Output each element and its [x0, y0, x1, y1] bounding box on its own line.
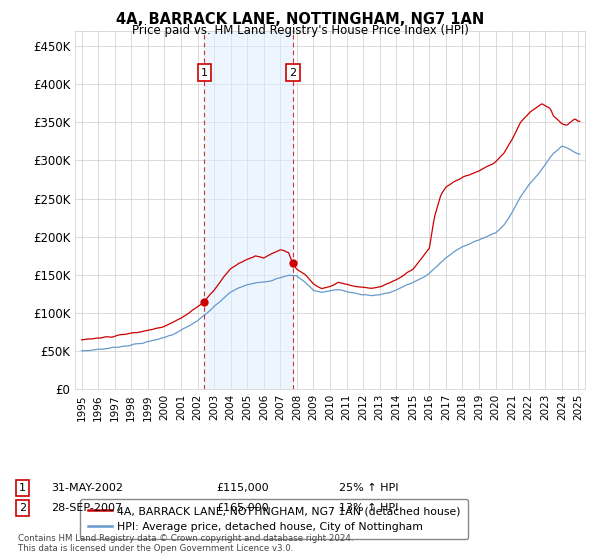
Text: £115,000: £115,000: [216, 483, 269, 493]
Legend: 4A, BARRACK LANE, NOTTINGHAM, NG7 1AN (detached house), HPI: Average price, deta: 4A, BARRACK LANE, NOTTINGHAM, NG7 1AN (d…: [80, 498, 469, 539]
Text: 2: 2: [19, 503, 26, 513]
Text: Contains HM Land Registry data © Crown copyright and database right 2024.
This d: Contains HM Land Registry data © Crown c…: [18, 534, 353, 553]
Bar: [205, 31, 293, 389]
Text: 2: 2: [289, 68, 296, 78]
Text: 13% ↑ HPI: 13% ↑ HPI: [339, 503, 398, 513]
Text: 1: 1: [201, 68, 208, 78]
Text: £165,000: £165,000: [216, 503, 269, 513]
Text: 25% ↑ HPI: 25% ↑ HPI: [339, 483, 398, 493]
Text: 4A, BARRACK LANE, NOTTINGHAM, NG7 1AN: 4A, BARRACK LANE, NOTTINGHAM, NG7 1AN: [116, 12, 484, 27]
Text: Price paid vs. HM Land Registry's House Price Index (HPI): Price paid vs. HM Land Registry's House …: [131, 24, 469, 37]
Text: 28-SEP-2007: 28-SEP-2007: [51, 503, 122, 513]
Text: 31-MAY-2002: 31-MAY-2002: [51, 483, 123, 493]
Text: 1: 1: [19, 483, 26, 493]
